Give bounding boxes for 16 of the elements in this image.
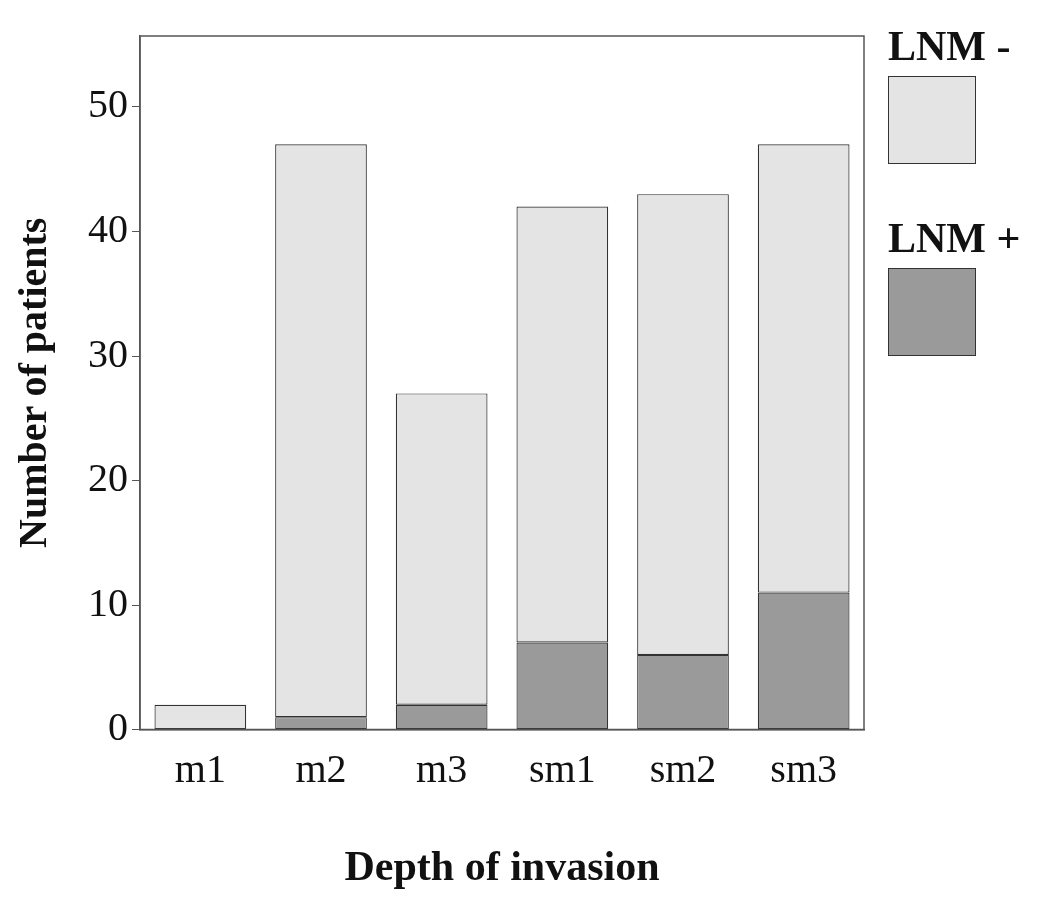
text: LNM + [888, 214, 1021, 262]
x-tick-label: sm1 [528, 746, 596, 792]
y-tick-label: 10 [88, 579, 128, 625]
y-tick-label: 20 [88, 455, 128, 501]
x-tick-label: m1 [174, 746, 226, 792]
x-tick-label: m3 [416, 746, 468, 792]
x-tick-label: sm3 [770, 746, 838, 792]
x-axis-title: Depth of invasion [344, 842, 660, 889]
y-axis-title: Number of patients [10, 217, 56, 548]
y-tick-label: 50 [88, 81, 128, 127]
x-tick-label: m2 [295, 746, 347, 792]
y-tick-label: 0 [108, 704, 128, 750]
x-tick-label: sm2 [649, 746, 717, 792]
y-tick-label: 30 [88, 330, 128, 376]
y-tick-label: 40 [88, 206, 128, 251]
text: LNM - [888, 22, 1012, 70]
